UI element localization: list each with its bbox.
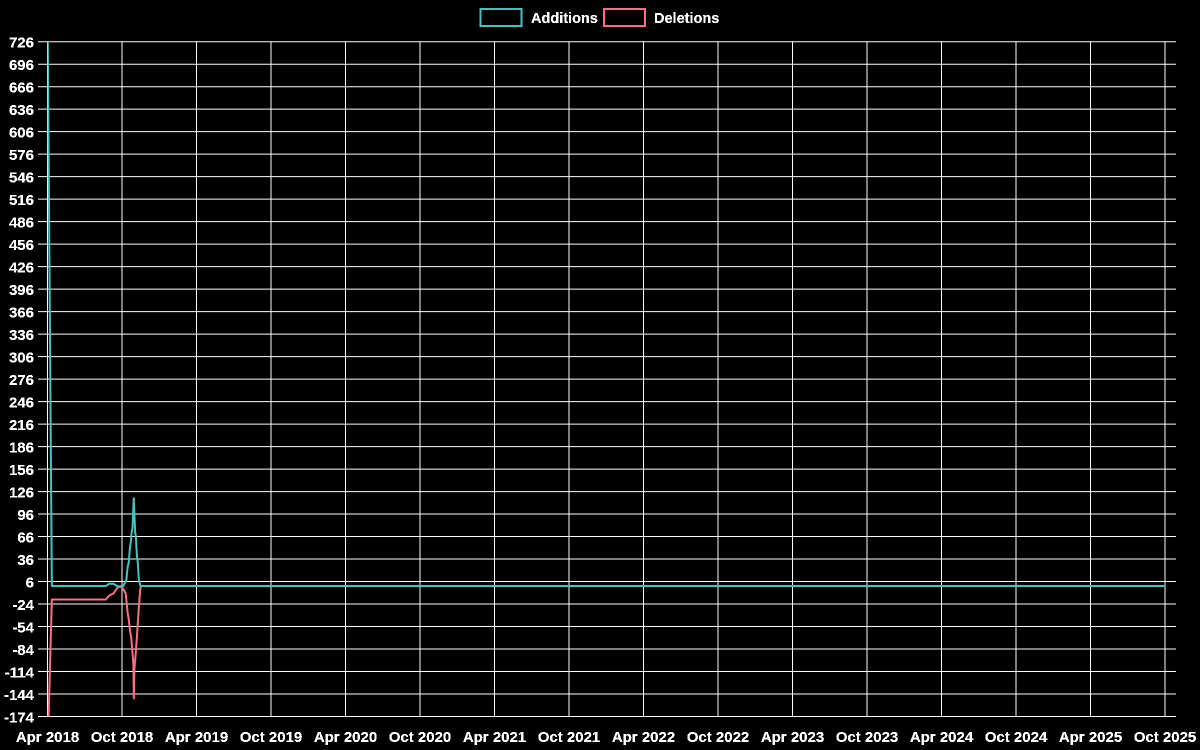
- svg-text:546: 546: [9, 170, 34, 187]
- svg-text:276: 276: [9, 372, 34, 389]
- svg-text:-54: -54: [12, 620, 34, 637]
- svg-text:-24: -24: [12, 597, 34, 614]
- svg-text:Apr 2024: Apr 2024: [910, 729, 974, 746]
- svg-text:Apr 2019: Apr 2019: [165, 729, 228, 746]
- svg-text:516: 516: [9, 192, 34, 209]
- svg-text:-114: -114: [5, 665, 35, 682]
- svg-text:426: 426: [9, 260, 34, 277]
- svg-text:456: 456: [9, 237, 34, 254]
- svg-text:66: 66: [17, 530, 34, 547]
- svg-text:666: 666: [9, 80, 34, 97]
- svg-text:Oct 2022: Oct 2022: [687, 729, 750, 746]
- svg-text:606: 606: [9, 125, 34, 142]
- svg-text:Oct 2023: Oct 2023: [836, 729, 899, 746]
- svg-text:96: 96: [17, 507, 34, 524]
- svg-text:Apr 2021: Apr 2021: [463, 729, 526, 746]
- svg-text:216: 216: [9, 417, 34, 434]
- svg-text:Additions: Additions: [531, 11, 598, 27]
- svg-text:-144: -144: [4, 687, 35, 704]
- svg-text:246: 246: [9, 395, 34, 412]
- svg-text:Oct 2019: Oct 2019: [240, 729, 303, 746]
- svg-text:Apr 2022: Apr 2022: [612, 729, 675, 746]
- svg-text:Oct 2025: Oct 2025: [1134, 729, 1197, 746]
- svg-text:-84: -84: [12, 642, 34, 659]
- svg-text:726: 726: [9, 35, 34, 52]
- svg-text:Apr 2025: Apr 2025: [1059, 729, 1122, 746]
- svg-text:-174: -174: [4, 710, 35, 727]
- svg-text:396: 396: [9, 282, 34, 299]
- svg-text:Oct 2021: Oct 2021: [538, 729, 601, 746]
- svg-text:Apr 2020: Apr 2020: [314, 729, 377, 746]
- svg-text:696: 696: [9, 57, 34, 74]
- svg-text:Apr 2018: Apr 2018: [16, 729, 79, 746]
- svg-text:Oct 2024: Oct 2024: [985, 729, 1048, 746]
- svg-text:126: 126: [9, 485, 34, 502]
- svg-text:36: 36: [17, 552, 34, 569]
- svg-text:576: 576: [9, 147, 34, 164]
- svg-text:Oct 2020: Oct 2020: [389, 729, 452, 746]
- svg-text:306: 306: [9, 350, 34, 367]
- svg-text:366: 366: [9, 305, 34, 322]
- svg-text:636: 636: [9, 102, 34, 119]
- svg-text:486: 486: [9, 215, 34, 232]
- svg-text:Deletions: Deletions: [654, 11, 719, 27]
- svg-text:156: 156: [9, 462, 34, 479]
- svg-text:Apr 2023: Apr 2023: [761, 729, 824, 746]
- svg-text:6: 6: [26, 575, 34, 592]
- svg-text:336: 336: [9, 327, 34, 344]
- svg-text:186: 186: [9, 440, 34, 457]
- svg-text:Oct 2018: Oct 2018: [91, 729, 154, 746]
